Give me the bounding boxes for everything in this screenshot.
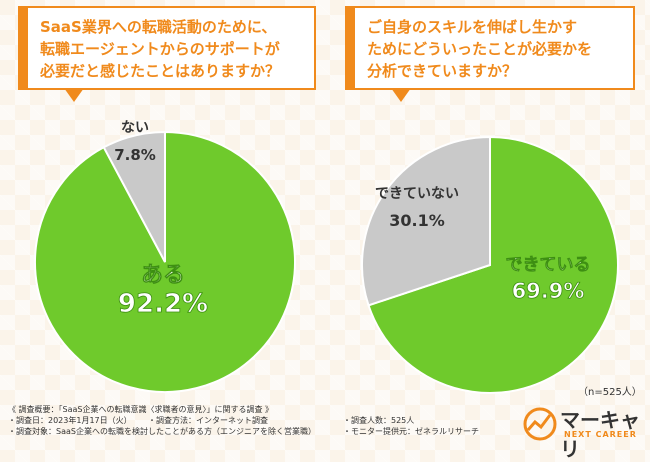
slice-value-label: 7.8% <box>114 146 156 164</box>
survey-method: ・調査方法：インターネット調査 <box>148 416 268 425</box>
slice-label: ない <box>121 120 149 136</box>
sample-size: （n=525人） <box>578 387 642 398</box>
survey-overview: 《 調査概要：「SaaS企業への転職意識〈求職者の意見〉」に関する調査 》 ・調… <box>8 404 508 437</box>
logo-name: マーキャリ <box>560 408 640 461</box>
survey-provider: ・モニター提供元：ゼネラルリサーチ <box>343 427 479 436</box>
slice-value-label: 92.2% <box>118 289 208 319</box>
slice-label: ある <box>141 263 185 288</box>
survey-date: ・調査日：2023年1月17日（火） <box>8 416 132 425</box>
logo-subtitle: NEXT CAREER <box>564 430 637 439</box>
question-box-right: ご自身のスキルを伸ばし生かす ためにどういったことが必要かを 分析できていますか… <box>345 6 635 102</box>
brand-logo: マーキャリ NEXT CAREER <box>520 404 640 461</box>
slice-label: できていない <box>375 186 459 202</box>
slice-label: できている <box>506 255 591 275</box>
slice-value-label: 69.9% <box>512 279 585 303</box>
pie-slice <box>367 135 619 394</box>
survey-target: ・調査対象：SaaS企業への転職を検討したことがある方（エンジニアを除く営業職） <box>8 427 316 436</box>
pie-slice <box>361 135 491 307</box>
survey-title: 《 調査概要：「SaaS企業への転職意識〈求職者の意見〉」に関する調査 》 <box>8 405 274 414</box>
slice-value-label: 30.1% <box>389 211 445 230</box>
logo-chart-icon <box>523 407 557 441</box>
question-left: SaaS業界への転職活動のために、 転職エージェントからのサポートが 必要だと感… <box>40 18 281 80</box>
question-right: ご自身のスキルを伸ばし生かす ためにどういったことが必要かを 分析できていますか… <box>367 18 593 80</box>
pie-slice <box>102 130 166 263</box>
question-box-left: SaaS業界への転職活動のために、 転職エージェントからのサポートが 必要だと感… <box>18 6 316 102</box>
survey-count: ・調査人数：525人 <box>343 416 415 425</box>
pie-chart-right: できている 69.9% できていない 30.1% <box>361 135 619 394</box>
